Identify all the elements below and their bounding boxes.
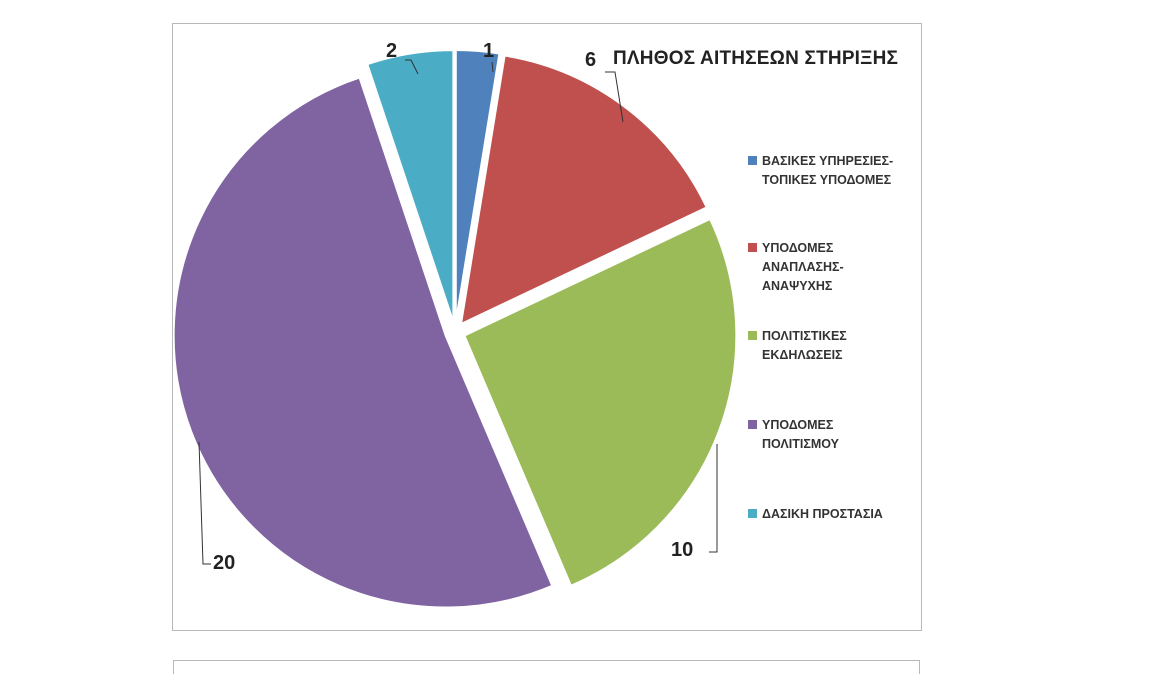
pie-slice-4 — [173, 76, 554, 609]
data-label-2: 6 — [585, 49, 596, 71]
legend-item: ΔΑΣΙΚΗ ΠΡΟΣΤΑΣΙΑ — [748, 505, 883, 524]
legend-item: ΥΠΟΔΟΜΕΣ ΑΝΑΠΛΑΣΗΣ- ΑΝΑΨΥΧΗΣ — [748, 239, 844, 296]
legend-swatch — [748, 509, 757, 518]
pie-slice-2 — [459, 54, 709, 326]
pie-slice-5 — [365, 49, 455, 323]
leader-line-2 — [605, 71, 624, 123]
pie-slice-3 — [463, 217, 738, 588]
legend-item: ΥΠΟΔΟΜΕΣ ΠΟΛΙΤΙΣΜΟΥ — [748, 416, 839, 454]
leader-line-5 — [405, 59, 419, 75]
pie-slice-1 — [454, 49, 501, 323]
legend-label: ΔΑΣΙΚΗ ΠΡΟΣΤΑΣΙΑ — [762, 507, 883, 521]
legend-item: ΒΑΣΙΚΕΣ ΥΠΗΡΕΣΙΕΣ- ΤΟΠΙΚΕΣ ΥΠΟΔΟΜΕΣ — [748, 152, 893, 190]
data-label-5: 2 — [386, 40, 397, 62]
next-chart-frame — [173, 660, 920, 674]
legend-swatch — [748, 331, 757, 340]
legend-label: ΥΠΟΔΟΜΕΣ ΠΟΛΙΤΙΣΜΟΥ — [762, 418, 839, 451]
legend-label: ΒΑΣΙΚΕΣ ΥΠΗΡΕΣΙΕΣ- ΤΟΠΙΚΕΣ ΥΠΟΔΟΜΕΣ — [762, 154, 894, 187]
legend-swatch — [748, 243, 757, 252]
data-label-4: 20 — [213, 552, 235, 574]
data-label-1: 1 — [483, 40, 494, 62]
leader-line-1 — [491, 61, 494, 73]
data-label-3: 10 — [671, 539, 693, 561]
pie-plot: 1 6 10 20 2 — [173, 40, 738, 609]
leader-line-3 — [709, 444, 718, 553]
legend-swatch — [748, 156, 757, 165]
legend-item: ΠΟΛΙΤΙΣΤΙΚΕΣ ΕΚΔΗΛΩΣΕΙΣ — [748, 327, 847, 365]
legend-label: ΠΟΛΙΤΙΣΤΙΚΕΣ ΕΚΔΗΛΩΣΕΙΣ — [762, 329, 847, 362]
chart-title: ΠΛΗΘΟΣ ΑΙΤΗΣΕΩΝ ΣΤΗΡΙΞΗΣ — [613, 48, 899, 69]
pie-chart: 1 6 10 20 2 ΠΛΗΘΟΣ ΑΙΤΗΣΕΩΝ ΣΤΗΡΙΞΗΣ ΒΑΣΙΚΕΣ… — [172, 23, 922, 631]
legend-swatch — [748, 420, 757, 429]
legend-label: ΥΠΟΔΟΜΕΣ ΑΝΑΠΛΑΣΗΣ- ΑΝΑΨΥΧΗΣ — [762, 241, 844, 293]
leader-line-4 — [198, 441, 211, 565]
